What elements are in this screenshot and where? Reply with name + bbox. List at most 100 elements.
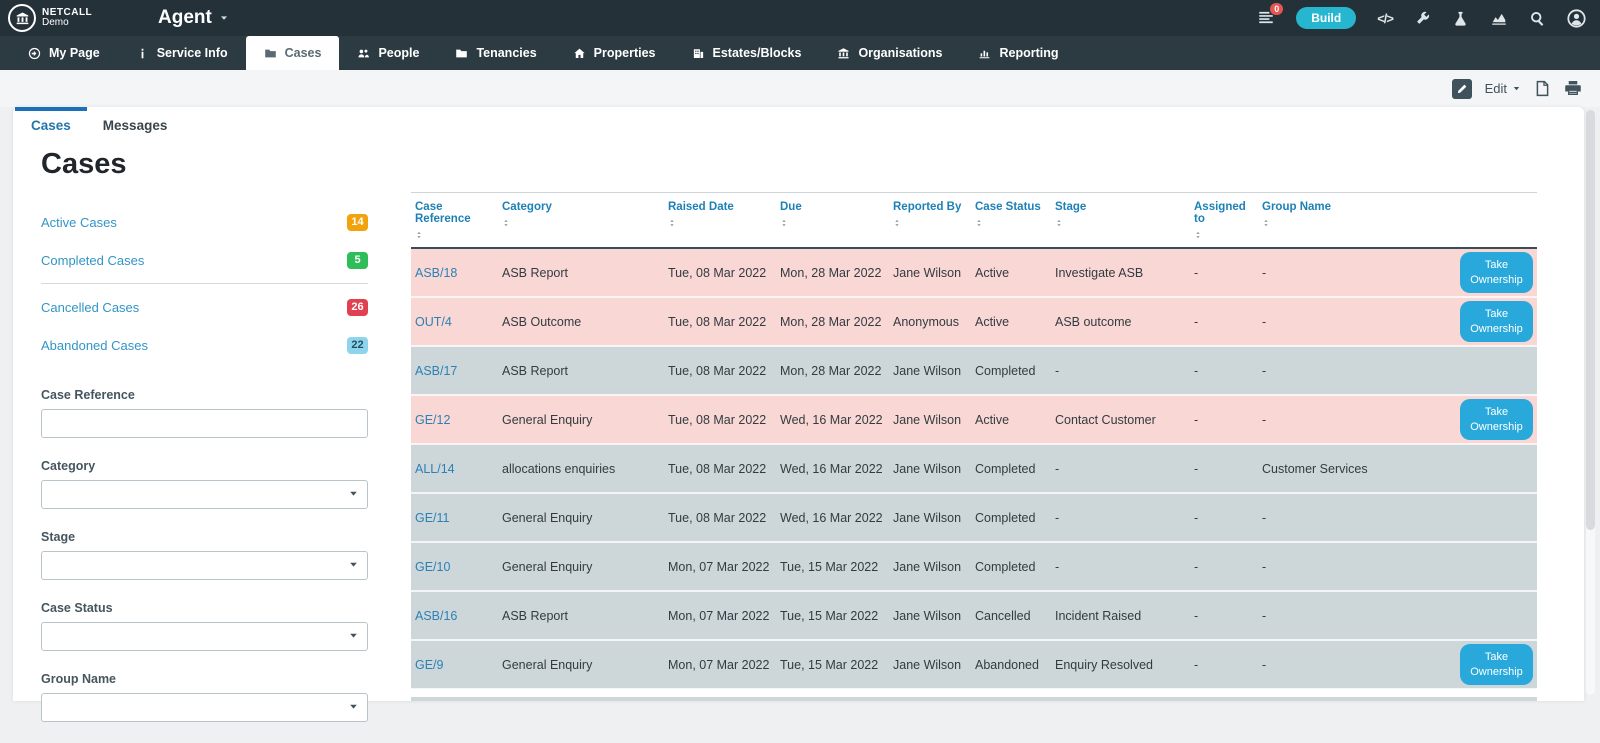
raised-date-cell: Tue, 08 Mar 2022 bbox=[664, 297, 776, 346]
column-header: Case Status bbox=[971, 193, 1051, 249]
reported-by-cell: Jane Wilson bbox=[889, 640, 971, 689]
case-reference-link[interactable]: ASB/17 bbox=[415, 364, 457, 378]
case-filter-link[interactable]: Completed Cases bbox=[41, 253, 144, 268]
app-title-menu[interactable]: Agent bbox=[158, 7, 229, 29]
nav-item-reporting[interactable]: Reporting bbox=[960, 36, 1076, 70]
vertical-scrollbar[interactable] bbox=[1586, 110, 1595, 695]
count-badge: 5 bbox=[347, 252, 368, 269]
case-status-cell: Active bbox=[971, 297, 1051, 346]
nav-item-people[interactable]: People bbox=[339, 36, 437, 70]
sort-icon[interactable] bbox=[1055, 219, 1063, 227]
info-icon bbox=[136, 47, 149, 60]
take-ownership-button[interactable]: Take Ownership bbox=[1460, 252, 1533, 293]
nav-item-service-info[interactable]: Service Info bbox=[118, 36, 246, 70]
content-card: Cases Messages Cases Active Cases 14 Com… bbox=[13, 107, 1584, 701]
assigned-to-cell: - bbox=[1190, 297, 1258, 346]
take-ownership-button[interactable]: Take Ownership bbox=[1460, 399, 1533, 440]
printer-icon bbox=[1564, 79, 1582, 97]
nav-item-organisations[interactable]: Organisations bbox=[819, 36, 960, 70]
case-reference-link[interactable]: GE/9 bbox=[415, 658, 444, 672]
sort-icon[interactable] bbox=[668, 219, 676, 227]
bank-icon bbox=[837, 47, 850, 60]
cases-table-wrap: Case Reference Category Raised Date Due … bbox=[411, 192, 1537, 701]
pencil-icon bbox=[1456, 83, 1468, 95]
column-header-label: Reported By bbox=[893, 201, 967, 213]
case-reference-link[interactable]: ALL/14 bbox=[415, 462, 455, 476]
sort-icon[interactable] bbox=[1194, 231, 1202, 239]
sort-icon[interactable] bbox=[1262, 219, 1270, 227]
column-header: Group Name bbox=[1258, 193, 1448, 249]
nav-item-estates-blocks[interactable]: Estates/Blocks bbox=[674, 36, 820, 70]
reported-by-cell: Jane Wilson bbox=[889, 248, 971, 297]
nav-item-my-page[interactable]: My Page bbox=[10, 36, 118, 70]
main-nav: My Page Service Info Cases People Tenanc… bbox=[0, 36, 1600, 70]
column-header: Assigned to bbox=[1190, 193, 1258, 249]
filter-label: Case Status bbox=[41, 601, 368, 615]
group-name-cell: - bbox=[1258, 346, 1448, 395]
edit-pencil-button[interactable] bbox=[1452, 79, 1472, 99]
assigned-to-cell: - bbox=[1190, 346, 1258, 395]
sort-icon[interactable] bbox=[415, 231, 423, 239]
filter-category[interactable] bbox=[41, 480, 368, 509]
page-title: Cases bbox=[41, 148, 1584, 181]
sort-icon[interactable] bbox=[780, 219, 788, 227]
sort-icon[interactable] bbox=[893, 219, 901, 227]
wrench-icon[interactable] bbox=[1414, 10, 1431, 27]
take-ownership-button[interactable]: Take Ownership bbox=[1460, 301, 1533, 342]
edit-menu[interactable]: Edit bbox=[1485, 81, 1521, 96]
notifications-button[interactable]: 0 bbox=[1257, 9, 1275, 27]
case-filter-link[interactable]: Cancelled Cases bbox=[41, 300, 139, 315]
stage-cell: Contact Customer bbox=[1051, 395, 1190, 444]
nav-item-tenancies[interactable]: Tenancies bbox=[437, 36, 554, 70]
stage-cell: Enquiry Resolved bbox=[1051, 640, 1190, 689]
column-header: Case Reference bbox=[411, 193, 498, 249]
category-cell: General Enquiry bbox=[498, 542, 664, 591]
category-cell: ASB Report bbox=[498, 346, 664, 395]
tab-messages[interactable]: Messages bbox=[87, 107, 184, 142]
analytics-icon[interactable] bbox=[1490, 9, 1508, 27]
case-reference-link[interactable]: OUT/4 bbox=[415, 315, 452, 329]
count-badge: 14 bbox=[347, 214, 368, 231]
due-date-cell: Mon, 28 Mar 2022 bbox=[776, 297, 889, 346]
due-date-cell: Wed, 16 Mar 2022 bbox=[776, 395, 889, 444]
reported-by-cell: Jane Wilson bbox=[889, 395, 971, 444]
sort-icon[interactable] bbox=[502, 219, 510, 227]
case-filter-link[interactable]: Abandoned Cases bbox=[41, 338, 148, 353]
filter-label: Group Name bbox=[41, 672, 368, 686]
user-icon[interactable] bbox=[1567, 9, 1586, 28]
column-header-label: Category bbox=[502, 201, 660, 213]
filter-case-status[interactable] bbox=[41, 622, 368, 651]
filter-case-reference[interactable] bbox=[41, 409, 368, 438]
case-reference-link[interactable]: GE/12 bbox=[415, 413, 450, 427]
case-filter-link[interactable]: Active Cases bbox=[41, 215, 117, 230]
case-reference-link[interactable]: GE/11 bbox=[415, 511, 450, 525]
case-reference-link[interactable]: GE/10 bbox=[415, 560, 450, 574]
category-cell: ASB Report bbox=[498, 591, 664, 640]
home-icon bbox=[573, 47, 586, 60]
scrollbar-thumb[interactable] bbox=[1586, 110, 1595, 530]
case-reference-link[interactable]: ASB/16 bbox=[415, 609, 457, 623]
tab-cases[interactable]: Cases bbox=[15, 107, 87, 142]
netcall-logo[interactable]: NETCALL Demo bbox=[0, 4, 92, 32]
filter-stage[interactable] bbox=[41, 551, 368, 580]
print-button[interactable] bbox=[1564, 79, 1582, 97]
group-name-cell: - bbox=[1258, 591, 1448, 640]
code-icon[interactable]: </> bbox=[1377, 11, 1393, 26]
search-icon[interactable] bbox=[1529, 10, 1546, 27]
nav-item-cases[interactable]: Cases bbox=[246, 36, 340, 70]
stage-cell: - bbox=[1051, 346, 1190, 395]
stage-cell: ASB outcome bbox=[1051, 297, 1190, 346]
raised-date-cell: Tue, 08 Mar 2022 bbox=[664, 346, 776, 395]
sidebar-divider bbox=[41, 283, 368, 284]
raised-date-cell: Tue, 08 Mar 2022 bbox=[664, 395, 776, 444]
take-ownership-button[interactable]: Take Ownership bbox=[1460, 644, 1533, 685]
sort-icon[interactable] bbox=[975, 219, 983, 227]
filter-group-name[interactable] bbox=[41, 693, 368, 722]
group-name-cell: - bbox=[1258, 493, 1448, 542]
case-reference-link[interactable]: ASB/18 bbox=[415, 266, 457, 280]
page-toolbar: Edit bbox=[0, 70, 1600, 107]
nav-item-properties[interactable]: Properties bbox=[555, 36, 674, 70]
flask-icon[interactable] bbox=[1452, 10, 1469, 27]
build-button[interactable]: Build bbox=[1296, 7, 1356, 29]
export-pdf-button[interactable] bbox=[1534, 80, 1551, 98]
